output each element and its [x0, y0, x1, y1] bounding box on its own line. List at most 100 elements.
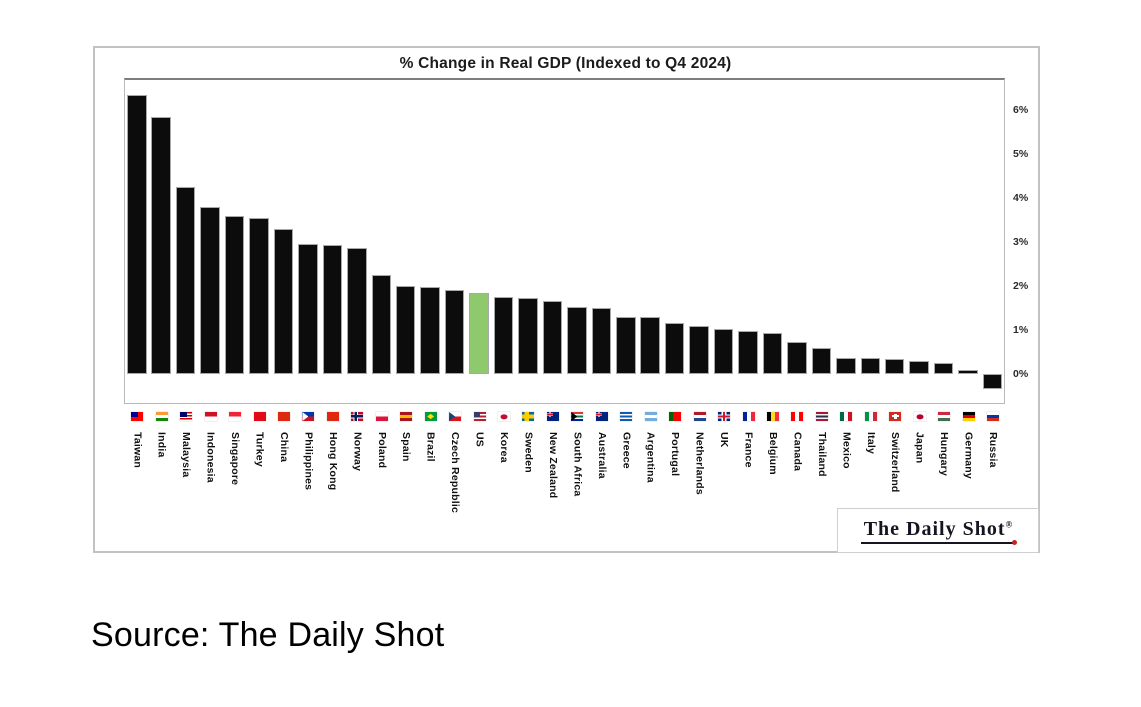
flag-brazil-icon — [424, 412, 437, 421]
y-tick-label: 3% — [1013, 236, 1029, 248]
flag-taiwan-icon — [131, 412, 144, 421]
flag-france-icon — [742, 412, 755, 421]
bar-us — [469, 292, 489, 374]
bar-russia — [982, 374, 1003, 389]
flag-norway-icon — [351, 412, 364, 421]
y-tick-label: 0% — [1013, 368, 1029, 380]
plot-area — [124, 78, 1005, 404]
x-axis-label-germany: Germany — [962, 432, 975, 479]
flag-malaysia-icon — [180, 412, 193, 421]
flag-new-zealand-icon — [546, 412, 559, 421]
x-axis-label-spain: Spain — [400, 432, 413, 462]
flag-philippines-icon — [302, 412, 315, 421]
logo-red-dot-icon — [1012, 540, 1018, 545]
flag-portugal-icon — [669, 412, 682, 421]
x-axis-label-belgium: Belgium — [766, 432, 779, 475]
flag-australia-icon — [595, 412, 608, 421]
bar-norway — [347, 248, 367, 374]
flag-germany-icon — [962, 412, 975, 421]
bar-greece — [616, 316, 636, 374]
x-axis-label-turkey: Turkey — [253, 432, 266, 467]
bar-australia — [591, 308, 612, 374]
chart-title: % Change in Real GDP (Indexed to Q4 2024… — [399, 55, 732, 72]
x-axis-label-south-africa: South Africa — [571, 432, 584, 497]
flag-hong-kong-icon — [326, 412, 339, 421]
x-axis-label-thailand: Thailand — [815, 432, 828, 477]
flag-canada-icon — [791, 412, 804, 421]
bar-hungary — [933, 363, 954, 374]
x-axis-label-czech-republic: Czech Republic — [449, 432, 462, 513]
x-axis-label-russia: Russia — [987, 432, 999, 468]
flag-sweden-icon — [522, 412, 535, 421]
flag-thailand-icon — [815, 412, 828, 421]
bar-france — [738, 330, 758, 374]
y-tick-label: 1% — [1013, 324, 1029, 336]
flag-south-africa-icon — [571, 412, 584, 421]
x-axis-label-singapore: Singapore — [229, 432, 242, 486]
daily-shot-logo-text: The Daily Shot® — [860, 517, 1018, 545]
flag-indonesia-icon — [204, 412, 217, 421]
logo-wordmark: The Daily Shot — [863, 517, 1006, 540]
x-axis-label-australia: Australia — [595, 432, 608, 479]
flag-hungary-icon — [938, 412, 951, 421]
bar-spain — [395, 286, 416, 374]
flag-turkey-icon — [253, 412, 266, 421]
x-axis-label-taiwan: Taiwan — [131, 432, 144, 469]
bar-uk — [713, 329, 734, 374]
x-axis-label-japan: Japan — [913, 432, 926, 464]
gdp-chart-panel: % Change in Real GDP (Indexed to Q4 2024… — [93, 46, 1040, 553]
flag-switzerland-icon — [889, 412, 902, 421]
x-axis-label-korea: Korea — [498, 432, 510, 463]
x-axis-label-portugal: Portugal — [669, 432, 682, 477]
x-axis-label-greece: Greece — [620, 432, 633, 469]
x-axis-label-indonesia: Indonesia — [204, 432, 217, 483]
flag-netherlands-icon — [693, 412, 706, 421]
bar-canada — [787, 341, 807, 374]
y-tick-label: 2% — [1013, 280, 1029, 292]
x-axis-label-hungary: Hungary — [938, 432, 951, 476]
bar-argentina — [640, 316, 660, 374]
bar-belgium — [762, 333, 783, 374]
x-axis-label-brazil: Brazil — [424, 432, 437, 462]
bar-netherlands — [689, 325, 709, 374]
flag-singapore-icon — [229, 412, 242, 421]
x-axis-label-malaysia: Malaysia — [180, 432, 193, 478]
flag-russia-icon — [987, 412, 999, 421]
y-tick-label: 5% — [1013, 148, 1029, 160]
flag-india-icon — [155, 412, 168, 421]
x-axis-label-france: France — [742, 432, 755, 468]
bar-mexico — [836, 358, 856, 374]
bar-malaysia — [175, 187, 196, 374]
x-axis-label-netherlands: Netherlands — [693, 432, 706, 495]
bar-czech-republic — [444, 290, 465, 374]
x-axis-label-us: US — [473, 432, 486, 447]
daily-shot-logo: The Daily Shot® — [837, 508, 1039, 553]
x-axis-label-argentina: Argentina — [644, 432, 657, 483]
flag-argentina-icon — [644, 412, 657, 421]
bar-portugal — [664, 323, 685, 374]
bar-south-africa — [567, 307, 587, 374]
x-axis-label-poland: Poland — [375, 432, 388, 469]
bar-singapore — [224, 215, 245, 374]
flag-czech-republic-icon — [449, 412, 462, 421]
bar-new-zealand — [542, 300, 563, 374]
flag-greece-icon — [620, 412, 633, 421]
bar-turkey — [249, 217, 269, 374]
bar-japan — [909, 360, 929, 374]
y-tick-label: 4% — [1013, 192, 1029, 204]
registered-mark: ® — [1005, 518, 1013, 529]
bar-italy — [860, 358, 880, 374]
bar-korea — [493, 297, 514, 374]
x-axis-label-mexico: Mexico — [840, 432, 853, 469]
bar-switzerland — [884, 359, 905, 374]
flag-korea-icon — [498, 412, 510, 421]
flag-us-icon — [473, 412, 486, 421]
x-axis-label-china: China — [277, 432, 290, 463]
x-axis-label-sweden: Sweden — [522, 432, 535, 473]
x-axis-label-new-zealand: New Zealand — [546, 432, 559, 499]
x-axis-label-italy: Italy — [864, 432, 877, 455]
x-axis-label-switzerland: Switzerland — [889, 432, 902, 493]
bar-china — [273, 228, 294, 374]
flag-uk-icon — [718, 412, 731, 421]
